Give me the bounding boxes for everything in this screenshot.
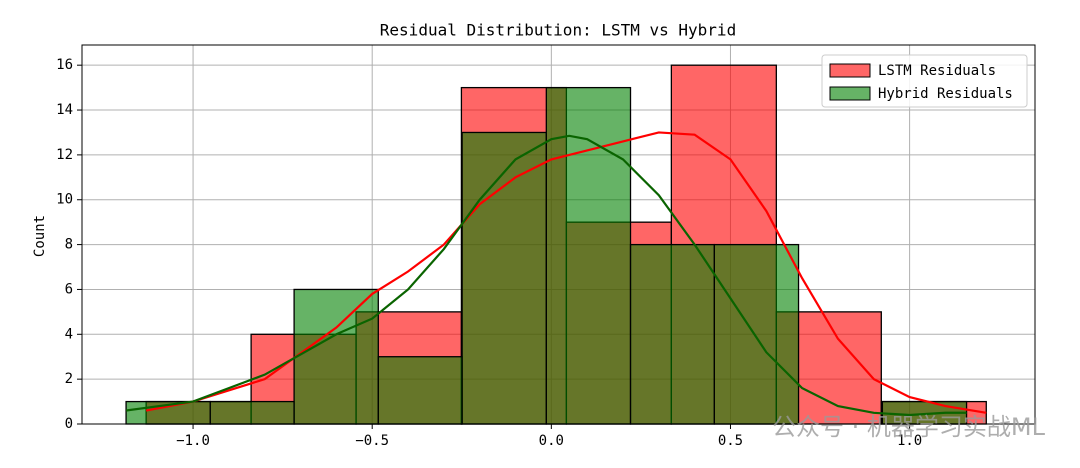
plot-frame	[81, 44, 1036, 425]
y-tick-label: 14	[56, 102, 73, 118]
y-tick-label: 2	[65, 371, 73, 387]
x-tick-label: 0.5	[718, 433, 743, 449]
chart-title: Residual Distribution: LSTM vs Hybrid	[380, 21, 736, 40]
y-tick-label: 12	[56, 147, 73, 163]
legend-label: Hybrid Residuals	[878, 86, 1013, 102]
bar	[293, 288, 379, 425]
bar	[209, 400, 295, 425]
y-tick-label: 4	[65, 326, 73, 342]
legend-swatch	[829, 86, 871, 101]
y-axis-label: Count	[32, 215, 48, 257]
x-tick-label: 0.0	[539, 433, 564, 449]
kde-line	[125, 134, 967, 417]
x-tick-label: −1.0	[176, 433, 210, 449]
legend-label: LSTM Residuals	[878, 63, 996, 79]
y-tick-label: 16	[56, 57, 73, 73]
y-tick-label: 6	[65, 281, 73, 297]
x-tick-label: 1.0	[897, 433, 922, 449]
kde-line	[145, 131, 987, 414]
legend-swatch	[829, 63, 871, 78]
x-tick-label: −0.5	[355, 433, 389, 449]
bar	[377, 356, 463, 425]
bar	[713, 243, 800, 425]
y-tick-label: 8	[65, 237, 73, 253]
legend-box	[821, 54, 1028, 108]
y-tick-label: 10	[56, 192, 73, 208]
bar	[629, 243, 715, 425]
y-tick-label: 0	[65, 416, 73, 432]
watermark: 公众号 · 机器学习实战ML	[772, 413, 1046, 441]
bar	[461, 131, 547, 425]
